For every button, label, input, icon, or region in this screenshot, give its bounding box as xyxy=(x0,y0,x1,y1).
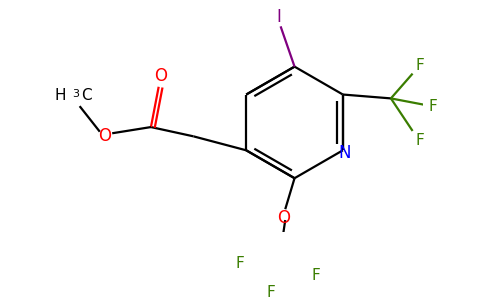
Text: O: O xyxy=(277,209,290,227)
Text: I: I xyxy=(277,8,282,26)
Text: F: F xyxy=(416,133,425,148)
Text: F: F xyxy=(311,268,320,283)
Text: F: F xyxy=(416,58,425,74)
Text: F: F xyxy=(266,285,275,300)
Text: H: H xyxy=(54,88,66,103)
Text: F: F xyxy=(235,256,244,271)
Text: O: O xyxy=(98,128,111,146)
Text: N: N xyxy=(338,144,350,162)
Text: C: C xyxy=(81,88,92,103)
Text: F: F xyxy=(428,99,437,114)
Text: 3: 3 xyxy=(73,89,80,99)
Text: O: O xyxy=(154,67,166,85)
